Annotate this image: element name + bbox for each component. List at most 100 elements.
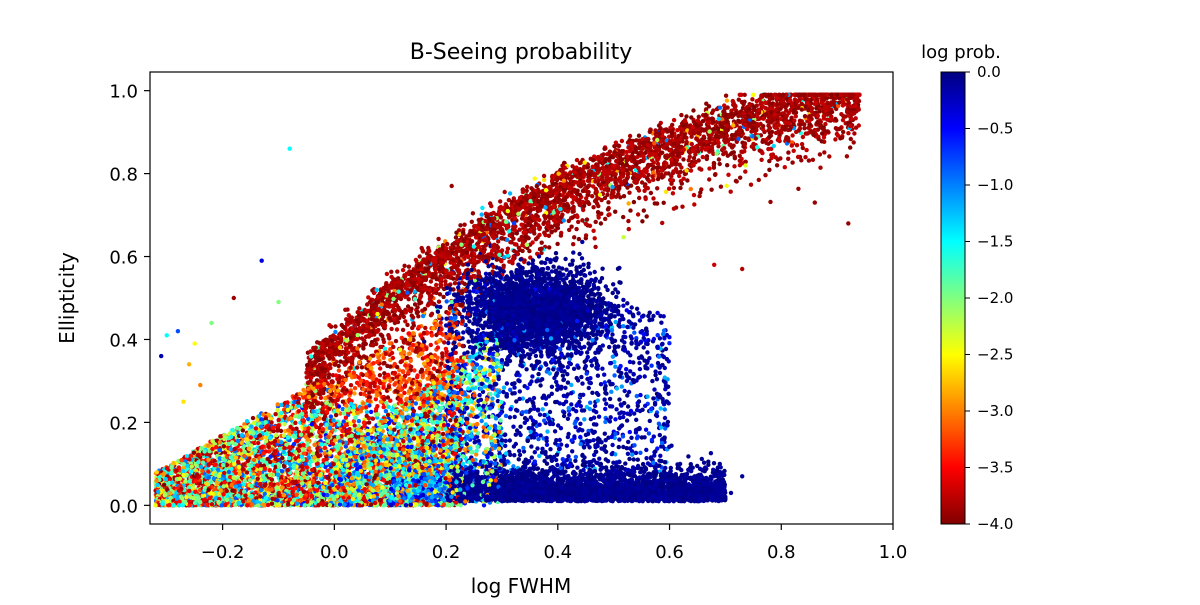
- scatter-point: [602, 372, 607, 377]
- scatter-point: [436, 236, 441, 242]
- scatter-point: [470, 211, 476, 216]
- scatter-point: [678, 185, 683, 191]
- scatter-point: [507, 438, 512, 443]
- scatter-point: [555, 462, 560, 468]
- scatter-point: [433, 250, 438, 256]
- scatter-point: [591, 438, 596, 443]
- scatter-point: [428, 342, 433, 348]
- scatter-point: [594, 336, 599, 341]
- scatter-point: [336, 363, 341, 369]
- scatter-point: [507, 415, 513, 420]
- scatter-point: [768, 199, 773, 205]
- scatter-point: [782, 165, 787, 170]
- scatter-point: [616, 444, 621, 450]
- scatter-point: [637, 374, 643, 379]
- scatter-point: [336, 404, 342, 409]
- scatter-point: [536, 371, 541, 377]
- scatter-point: [723, 93, 729, 98]
- scatter-point: [250, 415, 256, 421]
- scatter-point: [412, 368, 417, 373]
- scatter-point: [653, 372, 658, 378]
- scatter-point: [641, 208, 646, 213]
- scatter-point: [386, 404, 391, 410]
- scatter-point: [576, 365, 581, 370]
- scatter-point: [650, 378, 655, 384]
- scatter-point: [662, 415, 668, 421]
- scatter-point: [444, 299, 449, 304]
- scatter-point: [617, 324, 622, 329]
- scatter-point: [566, 339, 571, 344]
- scatter-point: [526, 261, 531, 266]
- scatter-point: [376, 412, 381, 417]
- scatter-point: [613, 209, 618, 214]
- scatter-point: [624, 367, 629, 372]
- scatter-point: [627, 133, 633, 139]
- scatter-point: [580, 452, 585, 458]
- scatter-point: [658, 406, 663, 411]
- scatter-point: [588, 358, 594, 364]
- scatter-point: [383, 409, 389, 414]
- scatter-point: [691, 108, 696, 113]
- scatter-point: [384, 400, 389, 406]
- scatter-point: [635, 434, 640, 439]
- scatter-point: [570, 449, 575, 454]
- scatter-point: [848, 136, 853, 142]
- scatter-point: [529, 455, 534, 460]
- scatter-point: [406, 297, 411, 302]
- scatter-point: [608, 360, 614, 366]
- scatter-point: [743, 169, 748, 174]
- scatter-point: [591, 228, 596, 233]
- scatter-point: [501, 385, 507, 390]
- chart-title: B-Seeing probability: [410, 40, 632, 65]
- scatter-point: [652, 453, 657, 458]
- scatter-point: [554, 379, 559, 385]
- scatter-point: [627, 456, 632, 462]
- scatter-point: [561, 218, 566, 223]
- scatter-point: [589, 363, 595, 368]
- scatter-point: [461, 330, 466, 335]
- points-layer: [153, 92, 862, 508]
- scatter-point: [711, 461, 717, 466]
- scatter-point: [551, 264, 556, 269]
- scatter-point: [545, 429, 550, 434]
- scatter-point: [469, 334, 474, 339]
- scatter-point: [579, 256, 585, 261]
- scatter-point: [637, 318, 643, 323]
- scatter-point: [549, 269, 555, 274]
- scatter-point: [724, 183, 729, 188]
- scatter-point: [625, 404, 631, 409]
- scatter-point: [359, 365, 365, 370]
- scatter-point: [517, 452, 523, 458]
- scatter-point: [560, 373, 566, 378]
- scatter-point: [580, 239, 585, 245]
- scatter-point: [598, 221, 604, 226]
- scatter-point: [346, 350, 351, 355]
- scatter-point: [624, 418, 630, 423]
- scatter-point: [655, 186, 660, 191]
- scatter-point: [636, 133, 642, 138]
- scatter-point: [846, 131, 851, 136]
- scatter-point: [803, 155, 808, 160]
- scatter-point: [592, 403, 598, 409]
- scatter-point: [635, 457, 640, 462]
- scatter-point: [555, 241, 560, 247]
- scatter-point: [574, 403, 579, 408]
- scatter-point: [725, 163, 730, 168]
- scatter-point: [390, 355, 396, 361]
- scatter-point: [595, 373, 601, 378]
- scatter-point: [614, 407, 619, 412]
- scatter-point: [626, 439, 631, 445]
- scatter-point: [759, 157, 764, 162]
- scatter-point: [621, 303, 626, 308]
- scatter-point: [490, 396, 495, 401]
- scatter-point: [594, 409, 599, 415]
- scatter-point: [567, 412, 572, 417]
- scatter-point: [688, 462, 693, 467]
- scatter-point: [647, 310, 652, 315]
- scatter-point: [532, 450, 537, 455]
- scatter-point: [537, 412, 543, 417]
- scatter-point: [611, 282, 616, 287]
- scatter-point: [565, 434, 571, 440]
